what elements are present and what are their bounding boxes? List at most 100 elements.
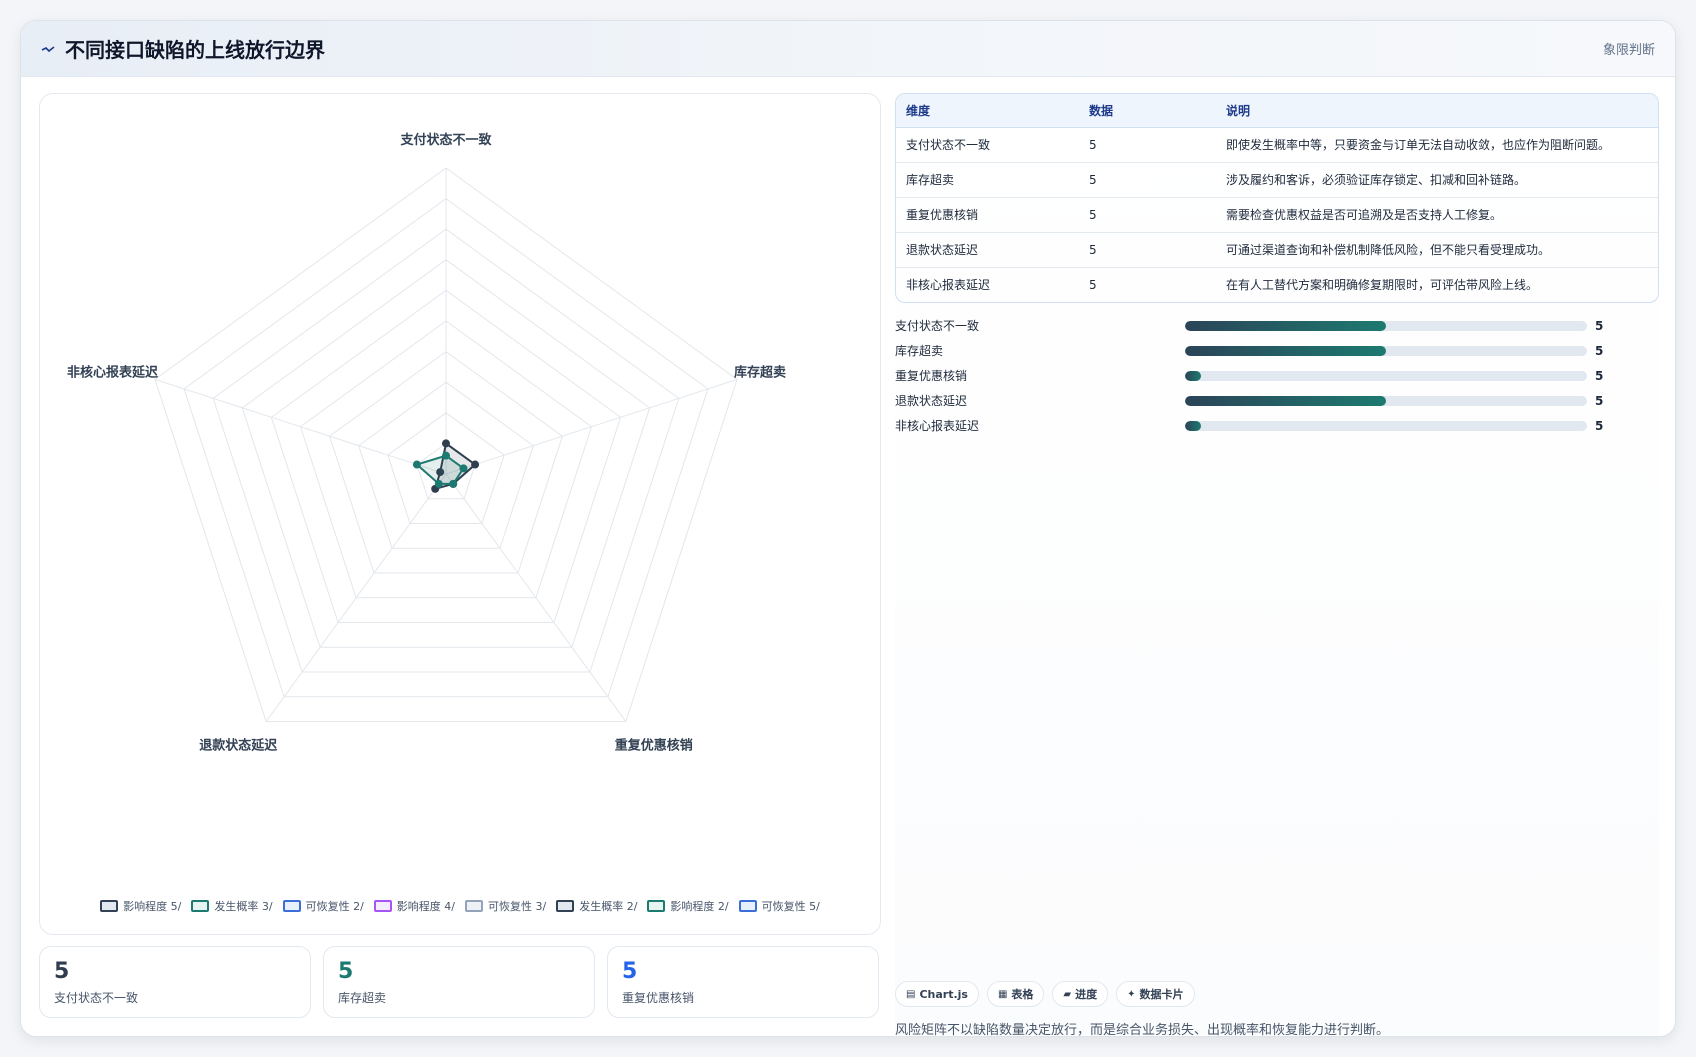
axis-label: 非核心报表延迟 (67, 365, 158, 381)
legend-item[interactable]: 发生概率 3/ (191, 898, 273, 914)
cell-description: 可通过渠道查询和补偿机制降低风险，但不能只看受理成功。 (1216, 232, 1658, 268)
progress-track (1185, 395, 1587, 406)
legend-swatch (465, 900, 483, 912)
legend-item[interactable]: 可恢复性 3/ (465, 898, 546, 914)
chip-4[interactable]: ✦ 数据卡片 (1116, 981, 1195, 1007)
table-row: 重复优惠核销 5 需要检查优惠权益是否可追溯及是否支持人工修复。 (896, 197, 1658, 233)
progress-label: 重复优惠核销 (895, 369, 968, 383)
radar-ring (212, 228, 680, 673)
table-header-row: 维度 数据 说明 (896, 94, 1658, 128)
data-table: 维度 数据 说明 支付状态不一致 5 即使发生概率中等，只要资金与订单无法自动收… (895, 93, 1659, 303)
progress-track (1185, 320, 1587, 331)
legend-label: 可恢复性 3/ (488, 900, 547, 913)
table-row: 库存超卖 5 涉及履约和客诉，必须验证库存锁定、扣减和回补链路。 (896, 162, 1658, 198)
card-value: 5 (622, 959, 638, 984)
progress-fill (1185, 420, 1202, 431)
chip-3[interactable]: ▰ 进度 (1052, 981, 1109, 1007)
radar-spoke (445, 473, 627, 722)
legend-swatch (647, 900, 666, 912)
legend-label: 发生概率 2/ (579, 900, 638, 913)
table-row: 退款状态延迟 5 可通过渠道查询和补偿机制降低风险，但不能只看受理成功。 (896, 232, 1658, 268)
cell-dimension: 非核心报表延迟 (906, 278, 991, 293)
table-icon: ▦ (997, 988, 1008, 1000)
footnote: 风险矩阵不以缺陷数量决定放行，而是综合业务损失、出现概率和恢复能力进行判断。 (895, 1023, 1390, 1037)
progress-fill (1185, 345, 1386, 356)
chip-label: 进度 (1075, 988, 1098, 1001)
quadrant-link[interactable]: 象限判断 (1602, 43, 1655, 58)
card-label: 重复优惠核销 (622, 991, 695, 1005)
header: 不同接口缺陷的上线放行边界 象限判断 (21, 21, 1675, 77)
cell-description: 需要检查优惠权益是否可追溯及是否支持人工修复。 (1216, 197, 1658, 233)
title-wrap: 不同接口缺陷的上线放行边界 (41, 34, 325, 63)
card-label: 支付状态不一致 (54, 991, 139, 1005)
cell-value: 5 (1089, 277, 1097, 292)
data-point (436, 468, 445, 477)
dashboard-window: 不同接口缺陷的上线放行边界 象限判断 支付状态不一致 库存超卖 重复优惠核销 退款状态… (20, 20, 1676, 1037)
cell-value: 5 (1079, 162, 1216, 198)
legend-item[interactable]: 发生概率 2/ (556, 898, 637, 914)
legend-label: 可恢复性 5/ (761, 900, 820, 913)
axis-label: 支付状态不一致 (399, 132, 492, 148)
progress-value: 5 (1595, 418, 1604, 433)
data-point (412, 460, 421, 469)
cell-dimension: 库存超卖 (896, 162, 1079, 198)
progress-row: 退款状态延迟 5 (895, 388, 1659, 413)
radar-ring (154, 167, 738, 723)
legend-label: 影响程度 2/ (670, 900, 729, 913)
radar-spoke (265, 473, 447, 722)
legend-item[interactable]: 可恢复性 5/ (738, 898, 820, 914)
legend-label: 影响程度 4/ (396, 900, 455, 913)
cell-description: 在有人工替代方案和明确修复期限时，可评估带风险上线。 (1226, 278, 1539, 293)
data-point (434, 479, 443, 488)
axis-label: 重复优惠核销 (615, 737, 693, 753)
axis-label: 库存超卖 (734, 365, 786, 381)
data-point (459, 464, 468, 473)
cell-dimension: 退款状态延迟 (896, 232, 1079, 268)
progress-fill (1185, 370, 1202, 381)
page-title: 不同接口缺陷的上线放行边界 (65, 38, 325, 62)
chip-label: Chart.js (919, 987, 968, 1001)
chip-2[interactable]: ▦ 表格 (986, 981, 1045, 1007)
radar-ring (329, 350, 563, 574)
card-label: 库存超卖 (338, 991, 387, 1005)
radar-ring (358, 381, 534, 549)
radar-ring (241, 259, 651, 648)
legend-item[interactable]: 影响程度 4/ (373, 898, 455, 914)
legend-item[interactable]: 可恢复性 2/ (282, 898, 364, 914)
chip-1[interactable]: ▤ Chart.js (895, 981, 979, 1007)
legend-label: 可恢复性 2/ (305, 900, 364, 913)
cell-value: 5 (1079, 197, 1216, 233)
progress-label: 非核心报表延迟 (895, 419, 980, 433)
progress-label: 库存超卖 (895, 344, 944, 358)
radar-ring (183, 197, 709, 698)
chip-label: 数据卡片 (1139, 988, 1184, 1001)
legend-item[interactable]: 影响程度 5/ (100, 898, 181, 914)
legend-label: 发生概率 3/ (214, 900, 273, 913)
progress-track (1185, 345, 1587, 356)
legend-item[interactable]: 影响程度 2/ (647, 898, 729, 914)
progress-row: 库存超卖 5 (895, 338, 1659, 363)
legend-swatch (100, 900, 119, 912)
table-row: 非核心报表延迟 5 在有人工替代方案和明确修复期限时，可评估带风险上线。 (896, 267, 1658, 302)
progress-label: 支付状态不一致 (895, 319, 980, 333)
radar-chart-panel: 支付状态不一致 库存超卖 重复优惠核销 退款状态延迟 非核心报表延迟 影响程度 5/发生… (39, 93, 881, 935)
legend-swatch (282, 900, 301, 912)
data-card: 5 重复优惠核销 (607, 946, 879, 1018)
data-point (442, 439, 450, 448)
cell-dimension: 重复优惠核销 (896, 197, 1079, 233)
data-point (442, 451, 450, 460)
header-description: 说明 (1216, 94, 1658, 128)
progress-fill (1185, 320, 1386, 331)
progress-row: 支付状态不一致 5 (895, 313, 1659, 338)
sparkle-icon: ✦ (1127, 988, 1136, 1000)
card-value: 5 (54, 959, 70, 984)
progress-row: 重复优惠核销 5 (895, 363, 1659, 388)
legend-swatch (738, 900, 757, 912)
cell-description: 涉及履约和客诉，必须验证库存锁定、扣减和回补链路。 (1216, 162, 1658, 198)
radar-spoke (445, 378, 738, 475)
data-cards: 5 支付状态不一致 5 库存超卖 5 重复优惠核销 (39, 946, 879, 1018)
legend-swatch (556, 900, 575, 912)
header-data: 数据 (1079, 94, 1216, 128)
progress-list: 支付状态不一致 5 库存超卖 5 重复优惠核销 5 退款状态延迟 5 非核心报表延迟 5 (895, 313, 1659, 438)
